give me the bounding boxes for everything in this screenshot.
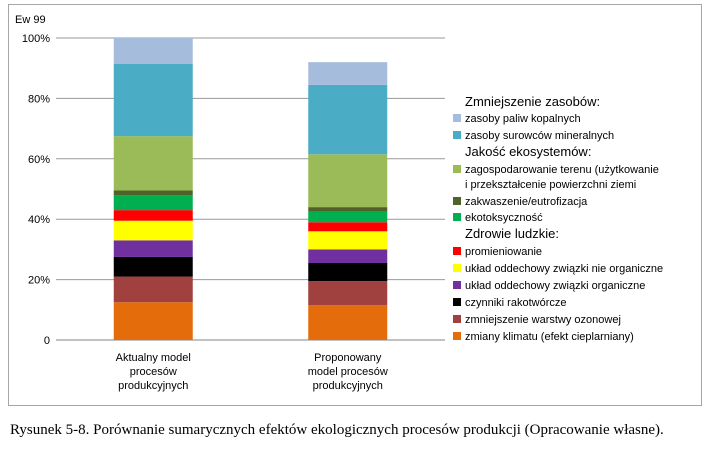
legend-swatch: [453, 247, 461, 255]
bar-segment: [113, 302, 193, 340]
bar-segment: [308, 62, 388, 85]
bar-segment: [308, 281, 388, 306]
bar-segment: [308, 222, 388, 232]
legend-swatch: [453, 264, 461, 272]
y-tick-label: 40%: [28, 214, 50, 226]
bar-segment: [308, 305, 388, 340]
legend-item-label: zasoby paliw kopalnych: [465, 113, 581, 125]
y-tick-label: 100%: [22, 33, 50, 45]
bar-segment: [308, 211, 388, 223]
bar-segment: [308, 262, 388, 282]
bar-segment: [113, 38, 193, 64]
bar-segment: [113, 190, 193, 196]
x-category-label: Aktualny model procesów produkcyjnych: [116, 352, 191, 392]
bar-segment: [308, 231, 388, 250]
legend-swatch: [453, 213, 461, 221]
y-tick-label: 80%: [28, 93, 50, 105]
legend-swatch: [453, 165, 461, 173]
legend-swatch: [453, 298, 461, 306]
legend-item-label: zakwaszenie/eutrofizacja: [465, 196, 588, 208]
figure-caption: Rysunek 5-8. Porównanie sumarycznych efe…: [10, 422, 664, 438]
chart-frame: Ew 99 0 20% 40% 60% 80% 100% Aktualny model pr…: [8, 4, 702, 406]
legend-item-label: promieniowanie: [465, 246, 542, 258]
legend-group-heading: Zmniejszenie zasobów:: [465, 94, 600, 109]
bar-segment: [113, 276, 193, 303]
x-category-label: Proponowany model procesów produkcyjnych: [308, 352, 388, 392]
legend-swatch: [453, 131, 461, 139]
legend-swatch: [453, 114, 461, 122]
y-tick-label: 0: [44, 335, 50, 347]
legend-swatch: [453, 315, 461, 323]
legend-item-label: ekotoksyczność: [465, 212, 543, 224]
legend-item-label: czynniki rakotwórcze: [465, 297, 566, 309]
y-axis-title: Ew 99: [15, 14, 46, 26]
legend-group-heading: Zdrowie ludzkie:: [465, 226, 559, 241]
bar-segment: [113, 63, 193, 137]
bar-segment: [308, 154, 388, 208]
legend-swatch: [453, 281, 461, 289]
stacked-bar-chart: Ew 99 0 20% 40% 60% 80% 100% Aktualny model pr…: [15, 14, 663, 392]
legend-item-label: układ oddechowy związki nie organiczne: [465, 263, 663, 275]
y-tick-label: 20%: [28, 275, 50, 287]
legend-swatch: [453, 332, 461, 340]
legend-swatch: [453, 197, 461, 205]
bar-segment: [308, 249, 388, 263]
legend-item-label: zasoby surowców mineralnych: [465, 130, 614, 142]
legend-item-label: układ oddechowy związki organiczne: [465, 280, 645, 292]
bar-segment: [113, 136, 193, 191]
legend-item-label: zagospodarowanie terenu (użytkowanie i pr…: [465, 164, 659, 191]
y-tick-label: 60%: [28, 154, 50, 166]
bar-segment: [113, 240, 193, 257]
bar-segment: [308, 84, 388, 155]
bar-segment: [113, 210, 193, 221]
legend-item-label: zmniejszenie warstwy ozonowej: [465, 314, 621, 326]
legend-item-label: zmiany klimatu (efekt cieplarniany): [465, 331, 634, 343]
legend-group-heading: Jakość ekosystemów:: [465, 144, 591, 159]
bar-segment: [113, 195, 193, 211]
bar-segment: [113, 256, 193, 277]
bar-segment: [308, 207, 388, 212]
bar-segment: [113, 220, 193, 241]
